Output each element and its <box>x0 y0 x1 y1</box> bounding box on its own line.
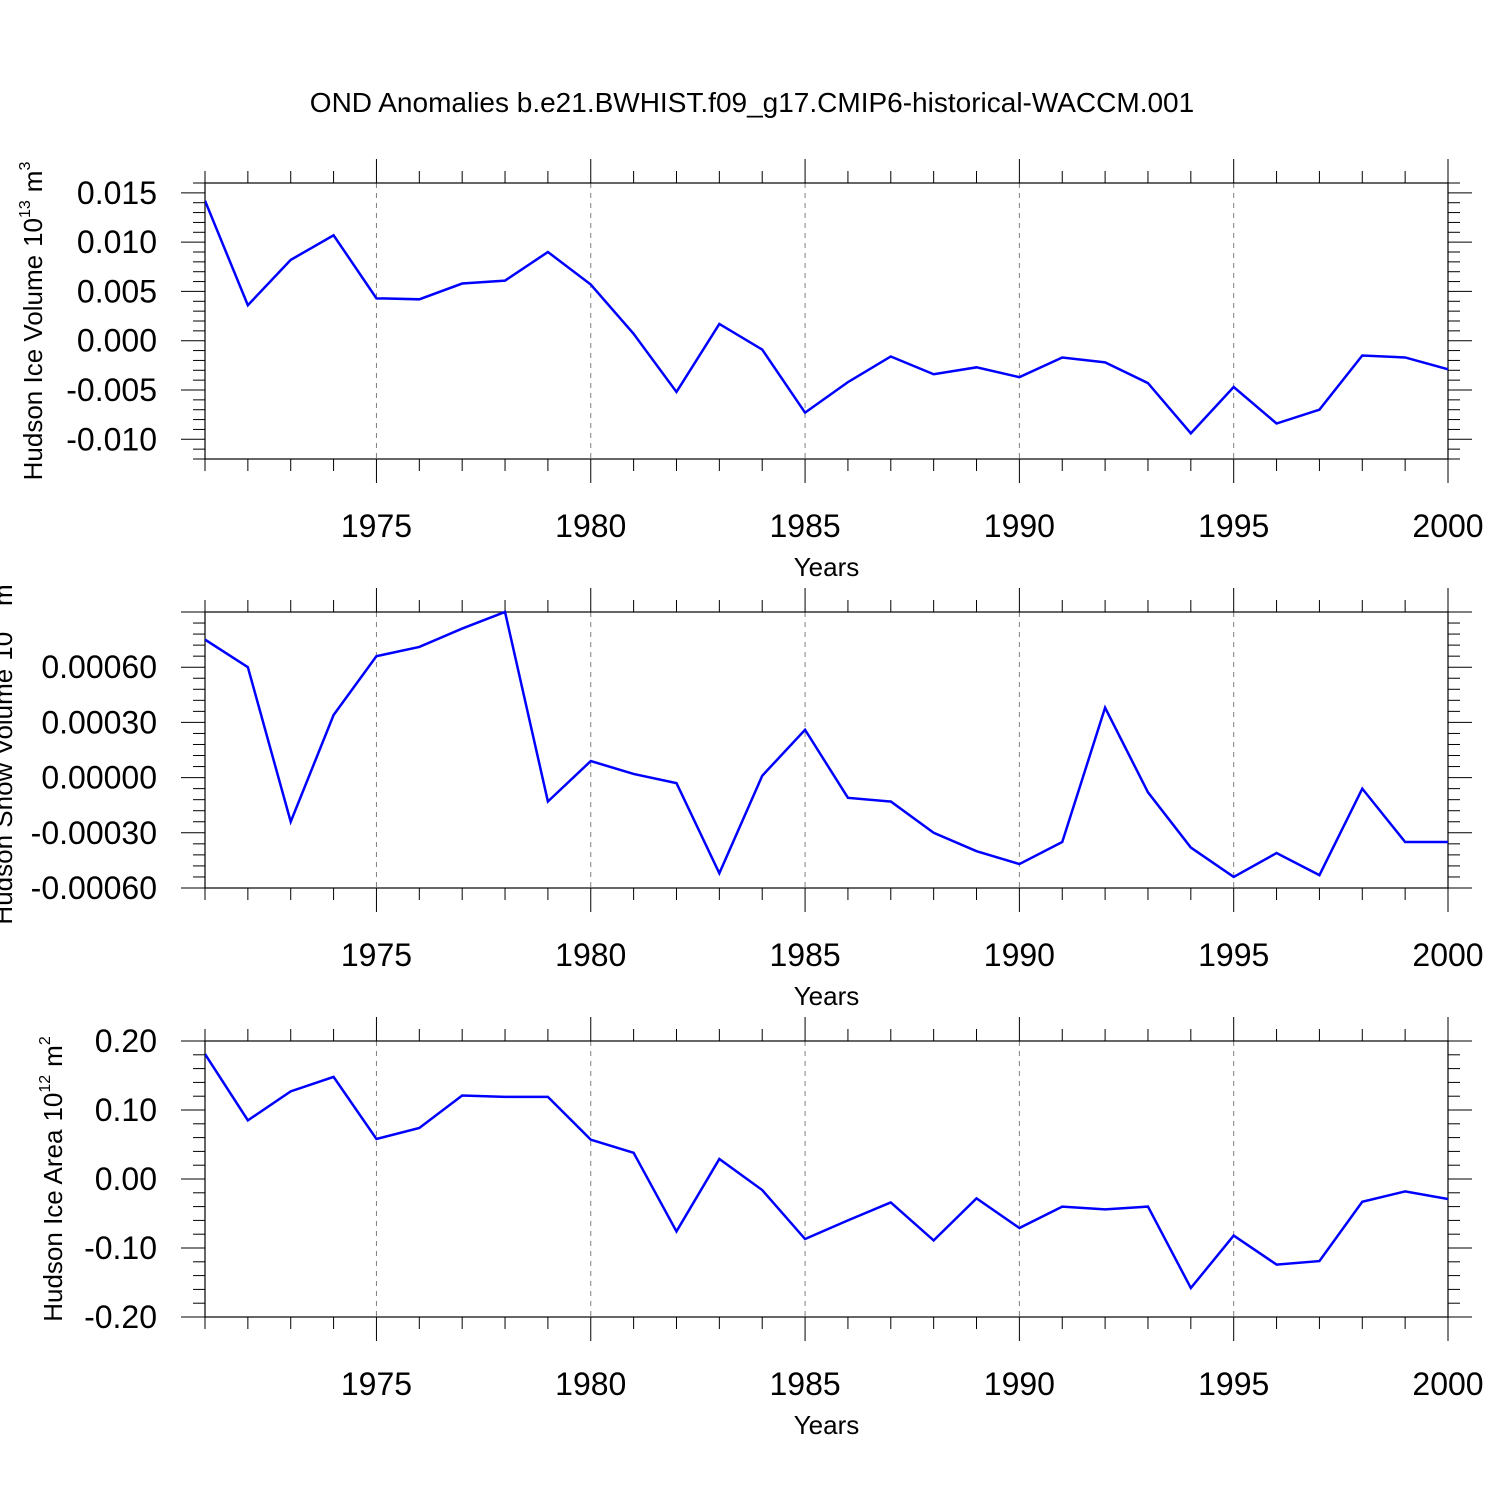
x-tick-label: 1995 <box>1198 508 1269 544</box>
plot-frame <box>204 1040 1449 1318</box>
y-tick-label: -0.20 <box>84 1299 157 1335</box>
series-line <box>205 200 1448 436</box>
x-axis-label: Years <box>794 981 860 1011</box>
series-line <box>205 1053 1448 1291</box>
y-axis-label-power: 13 <box>0 614 4 632</box>
y-axis-label-unit: m <box>18 171 48 193</box>
x-tick-label: 1990 <box>984 937 1055 973</box>
x-tick-label: 1980 <box>555 1366 626 1402</box>
y-axis-label-power: 13 <box>17 200 34 218</box>
plot-frame <box>204 611 1449 889</box>
y-axis-label-text: Hudson Snow Volume <box>0 669 18 925</box>
y-tick-label: 0.10 <box>95 1092 157 1128</box>
y-tick-label: 0.015 <box>77 175 157 211</box>
x-tick-label: 1985 <box>769 937 840 973</box>
y-axis-label-base: 10 <box>18 218 48 247</box>
y-tick-label: 0.00030 <box>41 704 157 740</box>
y-axis-label-base: 10 <box>0 632 18 661</box>
x-tick-label: 2000 <box>1412 937 1483 973</box>
y-axis-label-text: Hudson Ice Area <box>38 1129 68 1322</box>
y-tick-label: -0.00060 <box>31 870 157 906</box>
x-tick-label: 1975 <box>341 1366 412 1402</box>
y-axis-label-unit-power: 3 <box>17 162 34 171</box>
y-tick-label: -0.00030 <box>31 815 157 851</box>
x-axis-label: Years <box>794 1410 860 1440</box>
y-tick-label: -0.10 <box>84 1230 157 1266</box>
x-tick-label: 1980 <box>555 937 626 973</box>
y-axis-label-unit: m <box>0 584 18 606</box>
y-axis-label-base: 10 <box>38 1093 68 1122</box>
y-axis-label-unit-power: 3 <box>0 575 4 584</box>
y-axis-label: Hudson Ice Volume 1013 m3 <box>17 162 48 481</box>
y-tick-label: 0.00000 <box>41 760 157 796</box>
y-tick-label: 0.010 <box>77 224 157 260</box>
x-tick-label: 1995 <box>1198 937 1269 973</box>
y-axis-label: Hudson Snow Volume 1013 m3 <box>0 575 18 924</box>
y-axis-label: Hudson Ice Area 1012 m2 <box>37 1036 68 1322</box>
series-line <box>205 610 1448 879</box>
x-tick-label: 2000 <box>1412 508 1483 544</box>
y-tick-label: 0.00060 <box>41 649 157 685</box>
x-tick-label: 1985 <box>769 508 840 544</box>
y-tick-label: 0.000 <box>77 323 157 359</box>
y-axis-label-unit-power: 2 <box>37 1036 54 1045</box>
plot-frame <box>204 182 1449 460</box>
panel-snow-volume: 1975 1980 1985 1990 1995 2000 Years 0.00060 0.00… <box>0 575 1484 1011</box>
panel-ice-volume: 1975 1980 1985 1990 1995 2000 Years 0.015 0.010 0… <box>17 159 1484 582</box>
y-axis-label-power: 12 <box>37 1075 54 1093</box>
x-axis-label: Years <box>794 552 860 582</box>
x-tick-label: 1975 <box>341 937 412 973</box>
x-tick-label: 1980 <box>555 508 626 544</box>
panel-ice-area: 1975 1980 1985 1990 1995 2000 Years 0.20 0.10 0.0… <box>37 1017 1484 1440</box>
y-tick-label: 0.20 <box>95 1023 157 1059</box>
figure-title: OND Anomalies b.e21.BWHIST.f09_g17.CMIP6… <box>310 87 1194 118</box>
y-axis-label-text: Hudson Ice Volume <box>18 255 48 480</box>
x-tick-label: 1995 <box>1198 1366 1269 1402</box>
x-tick-label: 1990 <box>984 508 1055 544</box>
y-tick-label: -0.005 <box>66 372 157 408</box>
x-tick-label: 1985 <box>769 1366 840 1402</box>
x-tick-label: 1990 <box>984 1366 1055 1402</box>
x-tick-label: 1975 <box>341 508 412 544</box>
y-tick-label: -0.010 <box>66 421 157 457</box>
y-tick-label: 0.00 <box>95 1161 157 1197</box>
x-tick-label: 2000 <box>1412 1366 1483 1402</box>
y-axis-label-unit: m <box>38 1045 68 1067</box>
y-tick-label: 0.005 <box>77 273 157 309</box>
